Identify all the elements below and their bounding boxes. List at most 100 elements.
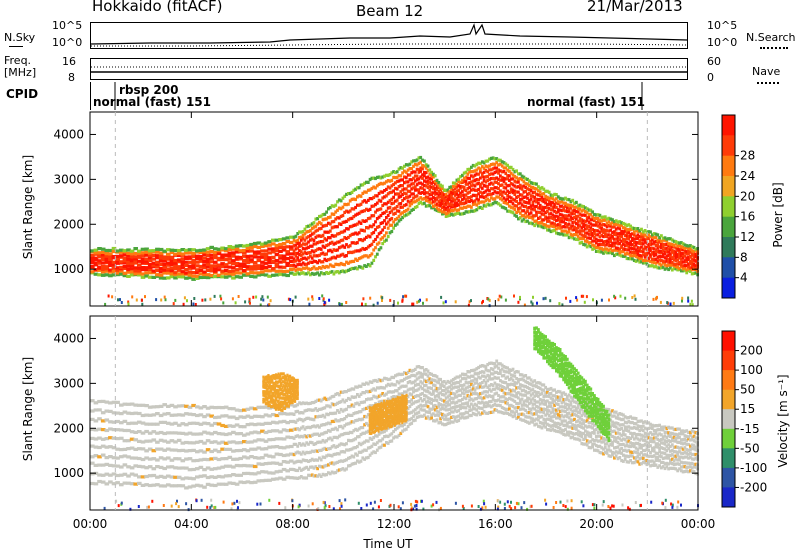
scatter-cell: [537, 198, 540, 202]
scatter-cell: [410, 187, 414, 191]
scatter-cell: [437, 395, 441, 399]
scatter-cell: [390, 375, 394, 379]
scatter-cell: [289, 235, 294, 239]
scatter-cell: [462, 392, 466, 396]
scatter-cell: [403, 209, 406, 214]
scatter-cell: [334, 256, 338, 260]
scatter-cell: [356, 232, 359, 236]
scatter-cell: [567, 230, 571, 234]
scatter-cell: [195, 260, 200, 264]
scatter-cell: [582, 242, 585, 247]
scatter-cell: [585, 224, 589, 228]
scatter-cell: [676, 253, 680, 257]
scatter-cell: [312, 259, 316, 263]
scatter-cell: [314, 425, 318, 429]
scatter-cell: [383, 239, 386, 243]
scatter-cell: [613, 225, 616, 229]
scatter-cell: [234, 263, 240, 268]
scatter-cell: [587, 216, 591, 220]
scatter-cell: [451, 415, 455, 419]
scatter-cell: [294, 239, 298, 244]
scatter-cell: [361, 456, 365, 460]
scatter-cell: [441, 184, 444, 188]
scatter-cell: [337, 263, 341, 267]
scatter-cell: [515, 395, 518, 399]
scatter-cell: [299, 230, 303, 234]
scatter-cell: [522, 407, 526, 411]
scatter-cell: [365, 180, 368, 184]
scatter-cell: [372, 195, 376, 199]
scatter-cell: [356, 453, 359, 457]
scatter-cell: [652, 260, 656, 265]
scatter-cell: [674, 259, 678, 263]
scatter-cell: [413, 170, 417, 174]
scatter-cell: [540, 414, 544, 419]
scatter-cell: [260, 249, 265, 253]
scatter-cell: [191, 467, 196, 472]
scatter-cell: [368, 197, 372, 201]
scatter-cell: [482, 204, 486, 208]
scatter-cell: [491, 404, 495, 408]
scatter-cell: [491, 197, 495, 201]
scatter-cell: [191, 274, 196, 278]
scatter-cell: [205, 431, 211, 435]
scatter-cell: [437, 414, 441, 418]
scatter-cell: [356, 428, 359, 432]
scatter-cell: [627, 252, 631, 256]
scatter-cell: [435, 206, 439, 210]
scatter-cell: [661, 259, 665, 263]
scatter-cell: [144, 271, 149, 275]
scatter-cell: [466, 210, 470, 214]
scatter-cell: [227, 247, 233, 252]
scatter-cell: [260, 447, 265, 451]
scatter-cell: [337, 222, 341, 226]
scatter-cell: [415, 400, 419, 404]
scatter-cell: [500, 411, 504, 415]
scatter-cell: [356, 401, 359, 405]
scatter-cell: [388, 390, 392, 394]
scatter-cell: [352, 250, 356, 254]
scatter-cell: [383, 219, 386, 223]
scatter-cell: [509, 181, 513, 186]
scatter-cell: [625, 233, 629, 237]
scatter-cell: [316, 474, 319, 478]
scatter-cell: [471, 187, 475, 191]
scatter-cell: [285, 453, 290, 457]
scatter-cell: [504, 186, 508, 190]
scatter-cell: [357, 257, 361, 261]
scatter-cell: [647, 251, 651, 255]
scatter-cell: [658, 245, 661, 249]
scatter-cell: [397, 167, 401, 171]
scatter-cell: [674, 253, 678, 257]
scatter-cell: [544, 223, 547, 227]
scatter-cell: [497, 163, 500, 167]
scatter-cell: [531, 194, 535, 198]
scatter-cell: [428, 188, 432, 192]
scatter-cell: [366, 245, 370, 249]
scatter-cell: [147, 465, 153, 469]
scatter-cell: [359, 256, 363, 260]
scatter-cell: [430, 416, 433, 420]
scatter-cell: [461, 206, 464, 210]
scatter-cell: [522, 217, 526, 221]
scatter-cell: [450, 185, 453, 189]
scatter-cell: [509, 177, 513, 181]
scatter-cell: [558, 217, 562, 221]
scatter-cell: [640, 256, 643, 260]
ground-scatter-cell: [364, 302, 367, 306]
scatter-cell: [394, 383, 397, 387]
scatter-cell: [486, 159, 490, 163]
scatter-cell: [348, 209, 352, 213]
scatter-cell: [365, 448, 368, 452]
scatter-cell: [377, 386, 381, 390]
scatter-cell: [413, 179, 417, 183]
scatter-cell: [421, 176, 424, 180]
scatter-cell: [289, 419, 294, 424]
scatter-cell: [115, 411, 120, 415]
scatter-cell: [500, 175, 504, 180]
scatter-cell: [202, 457, 207, 461]
scatter-cell: [180, 404, 186, 408]
scatter-cell: [252, 456, 258, 460]
scatter-cell: [379, 379, 383, 383]
scatter-cell: [281, 412, 287, 416]
